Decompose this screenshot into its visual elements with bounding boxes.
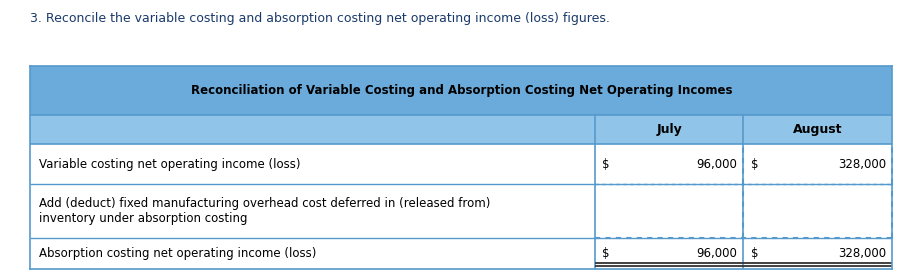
Text: 3. Reconcile the variable costing and absorption costing net operating income (l: 3. Reconcile the variable costing and ab… — [30, 12, 610, 25]
Text: $: $ — [602, 158, 610, 171]
Text: 96,000: 96,000 — [696, 247, 737, 260]
FancyBboxPatch shape — [30, 144, 892, 184]
FancyBboxPatch shape — [30, 115, 892, 144]
Text: 328,000: 328,000 — [838, 158, 886, 171]
Text: 96,000: 96,000 — [696, 158, 737, 171]
FancyBboxPatch shape — [30, 184, 892, 238]
Text: Reconciliation of Variable Costing and Absorption Costing Net Operating Incomes: Reconciliation of Variable Costing and A… — [191, 84, 732, 97]
Text: $: $ — [751, 158, 758, 171]
FancyBboxPatch shape — [30, 66, 892, 115]
Text: July: July — [656, 123, 682, 136]
Text: 328,000: 328,000 — [838, 247, 886, 260]
Text: August: August — [793, 123, 843, 136]
Text: Absorption costing net operating income (loss): Absorption costing net operating income … — [39, 247, 317, 260]
Text: Add (deduct) fixed manufacturing overhead cost deferred in (released from)
inven: Add (deduct) fixed manufacturing overhea… — [39, 197, 491, 225]
Text: Variable costing net operating income (loss): Variable costing net operating income (l… — [39, 158, 301, 171]
FancyBboxPatch shape — [30, 238, 892, 269]
Text: $: $ — [751, 247, 758, 260]
Text: $: $ — [602, 247, 610, 260]
